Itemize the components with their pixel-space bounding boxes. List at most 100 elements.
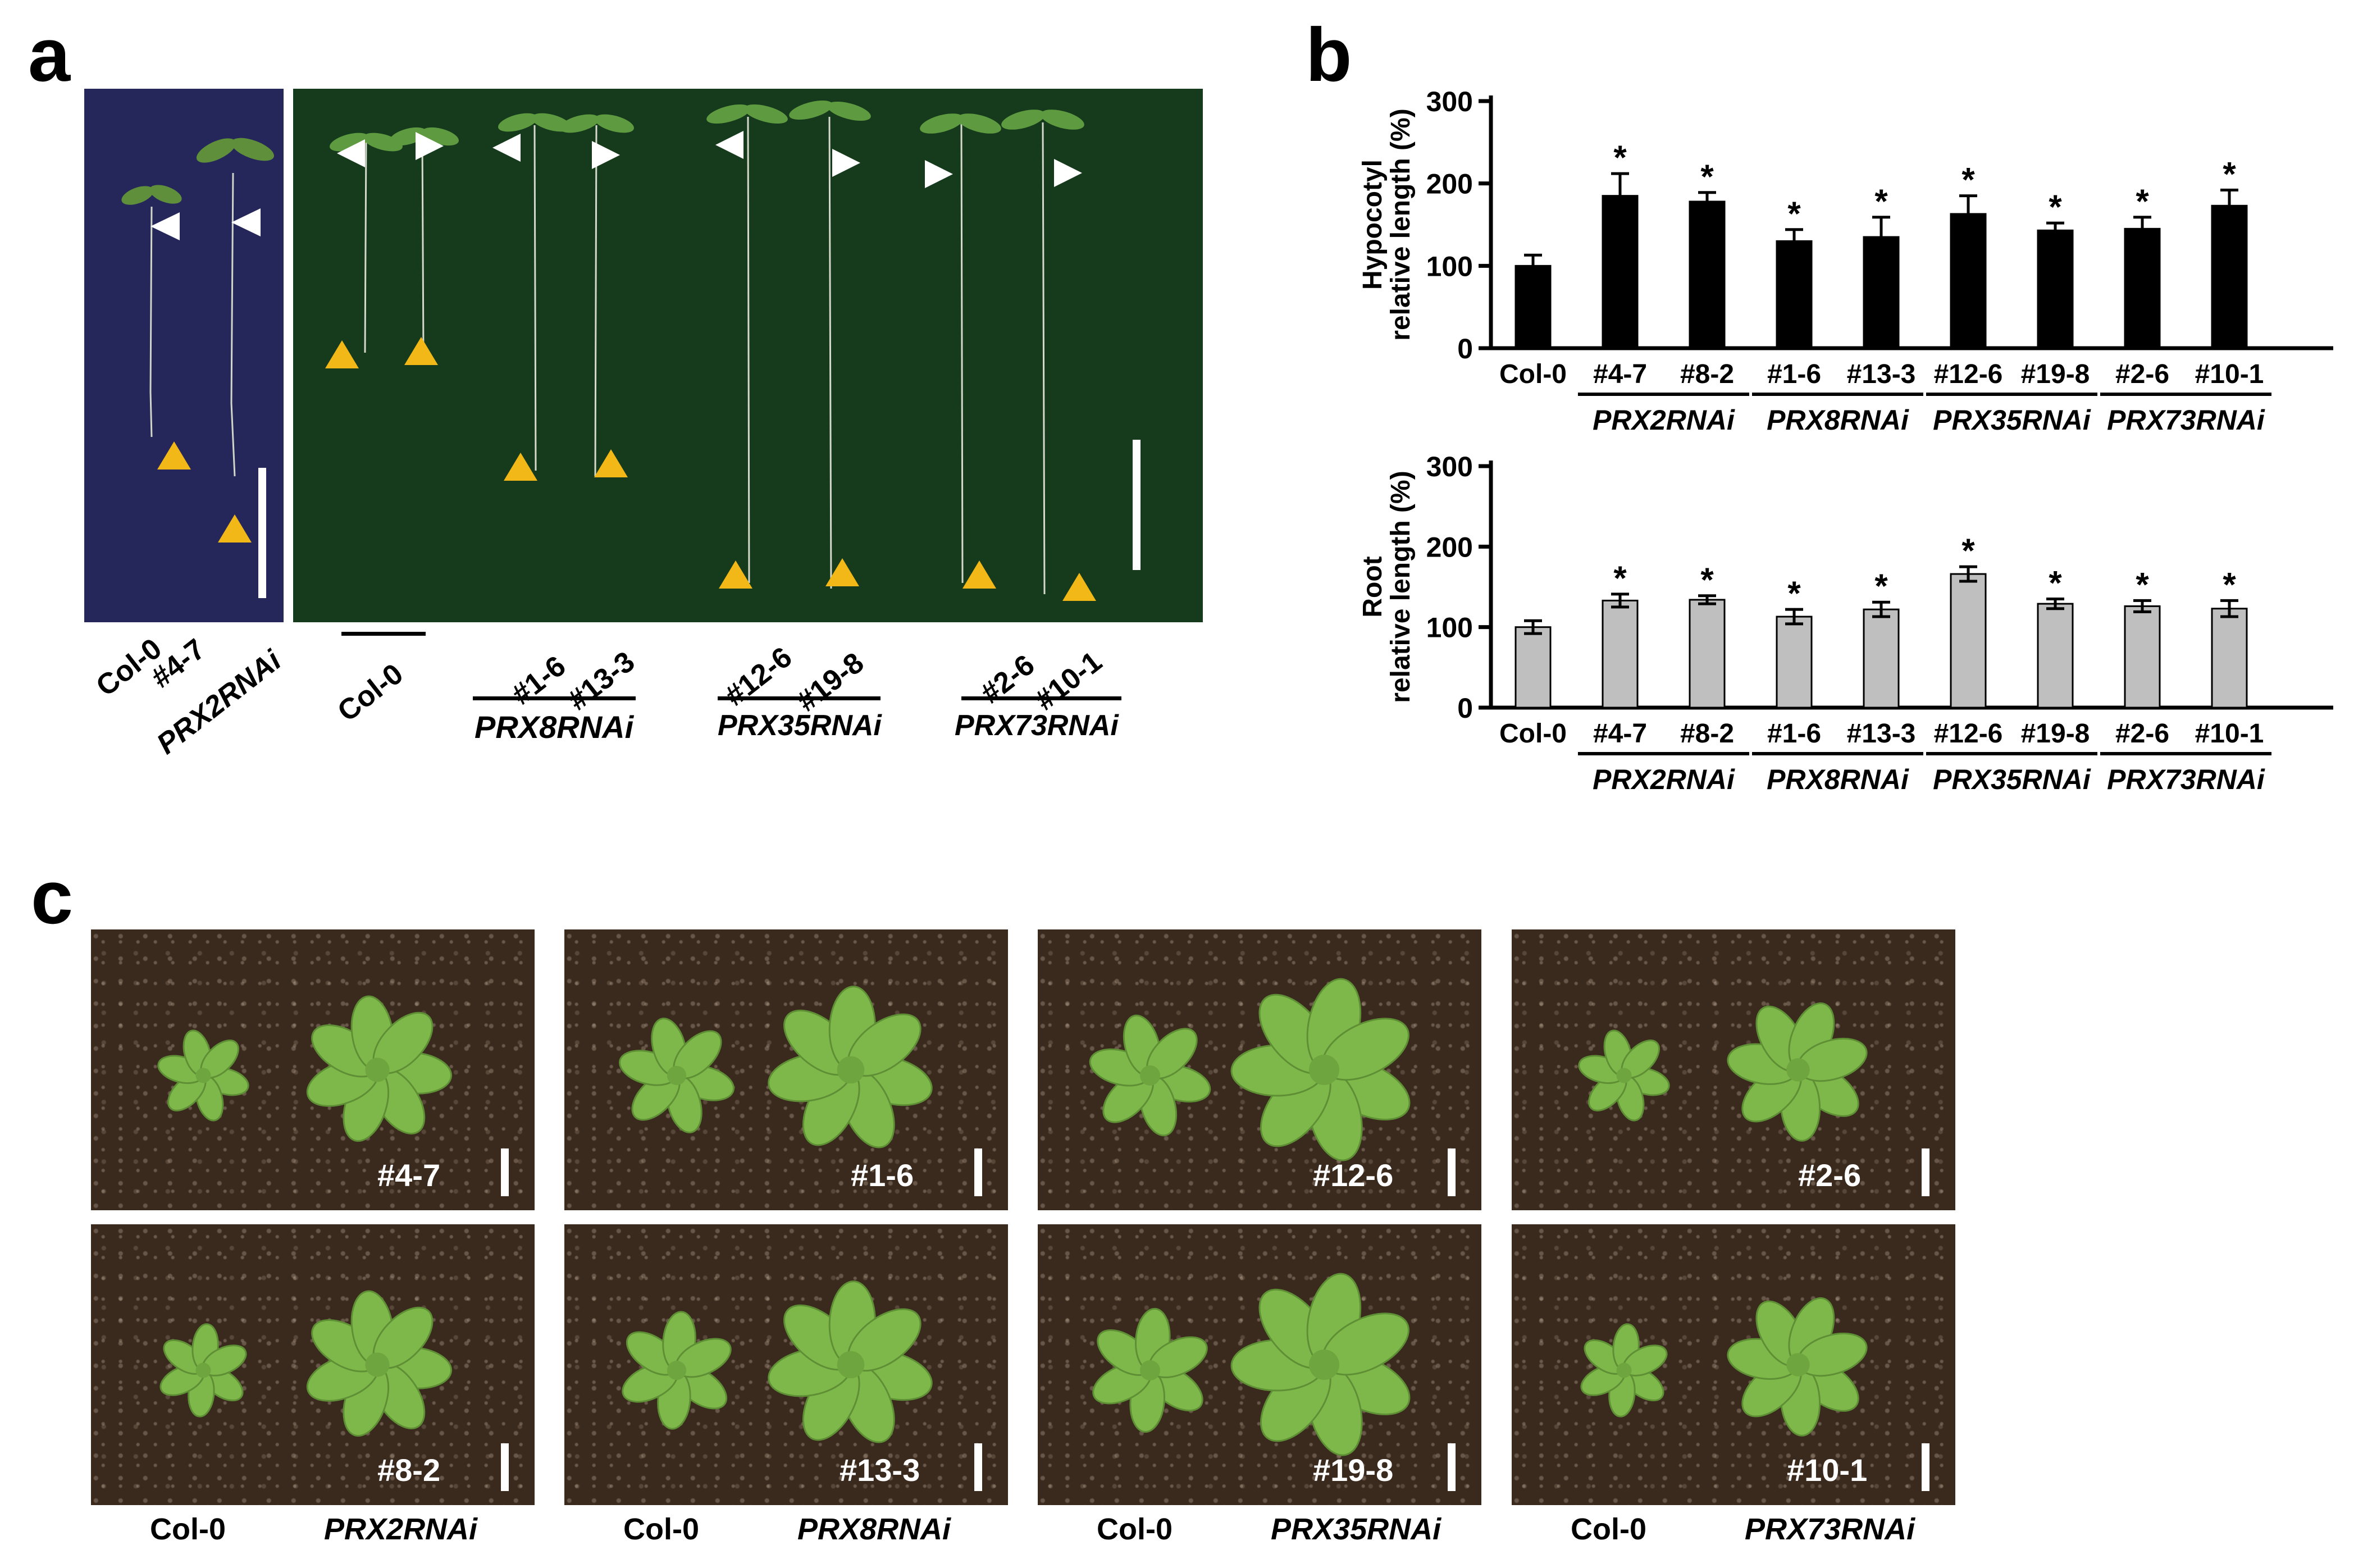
bar [1514, 265, 1552, 349]
category-label: #4-7 [1593, 719, 1647, 749]
significance-marker: * [1613, 559, 1627, 597]
line-label: #19-8 [791, 646, 870, 718]
panel-a-label: a [28, 12, 71, 97]
bar [1602, 195, 1639, 349]
group-label: PRX2RNAi [1593, 764, 1735, 795]
significance-marker: * [2223, 566, 2236, 603]
rosette-drawing [1089, 978, 1411, 1161]
y-tick-label: 0 [1457, 692, 1473, 724]
line-label: #13-3 [840, 1452, 920, 1488]
significance-marker: * [1874, 183, 1888, 220]
y-axis-label: relative length (%) [1386, 471, 1416, 703]
category-label: #2-6 [2115, 359, 2169, 389]
rosette-photo: #1-6 [564, 929, 1008, 1210]
significance-marker: * [1961, 161, 1975, 199]
y-axis-label: Root [1358, 556, 1388, 617]
hypocotyl-marker [1054, 159, 1082, 187]
hypocotyl-marker [492, 134, 521, 162]
hypocotyl-marker [715, 131, 743, 159]
rosette-drawing [622, 1280, 933, 1443]
y-tick-label: 0 [1457, 333, 1473, 364]
line-label: #8-2 [377, 1452, 441, 1488]
y-axis-label: Hypocotyl [1358, 159, 1388, 290]
line-label: #12-6 [1313, 1157, 1394, 1193]
bar [1514, 626, 1552, 709]
rnai-rosette [306, 995, 453, 1142]
rnai-rosette [768, 1280, 933, 1443]
control-caption: Col-0 [1571, 1512, 1646, 1546]
bar [1689, 200, 1726, 349]
rosette-photo: #10-1 [1512, 1224, 1955, 1505]
category-label: #19-8 [2021, 719, 2090, 749]
group-label: PRX8RNAi [1767, 404, 1909, 436]
category-label: #12-6 [1934, 359, 2003, 389]
category-label: #19-8 [2021, 359, 2090, 389]
line-label: #4-7 [377, 1157, 441, 1193]
control-caption: Col-0 [623, 1512, 699, 1546]
scale-bar [1922, 1443, 1929, 1491]
root-marker [825, 558, 859, 586]
scale-bar [1133, 440, 1141, 570]
group-label: PRX35RNAi [1933, 404, 2091, 436]
rnai-rosette [306, 1290, 453, 1437]
bar [1863, 608, 1900, 709]
hypocotyl-marker [337, 139, 365, 167]
bar [1950, 573, 1987, 709]
y-tick-label: 200 [1426, 168, 1473, 200]
scale-bar [501, 1443, 509, 1491]
root-marker [325, 340, 359, 368]
hypocotyl-marker [925, 160, 953, 188]
root-marker [218, 514, 252, 543]
significance-marker: * [1874, 567, 1888, 605]
panel-b-label: b [1306, 12, 1352, 97]
col-0-rosette [159, 1323, 247, 1417]
root-marker [594, 449, 628, 477]
hypocotyl-marker [231, 208, 261, 236]
seedling-photo-left [84, 89, 284, 622]
col-0-rosette [1578, 1029, 1670, 1122]
significance-marker: * [1787, 195, 1801, 233]
rnai-caption: PRX73RNAi [1745, 1512, 1915, 1546]
col-0-rosette [1092, 1307, 1208, 1433]
significance-marker: * [1961, 532, 1975, 569]
line-label: #1-6 [505, 649, 572, 712]
group-underline [341, 632, 426, 636]
rosette-drawing [1092, 1273, 1411, 1456]
rosette-drawing [619, 986, 933, 1148]
group-label: PRX8RNAi [1767, 764, 1909, 795]
y-tick-label: 300 [1426, 451, 1473, 482]
rosette-photo: #19-8 [1038, 1224, 1481, 1505]
rnai-caption: PRX8RNAi [797, 1512, 951, 1546]
col-0-rosette [1580, 1323, 1668, 1417]
significance-marker: * [2223, 155, 2236, 193]
category-label: #12-6 [1934, 719, 2003, 749]
significance-marker: * [2136, 566, 2149, 603]
category-label: #8-2 [1680, 359, 1734, 389]
line-label: #2-6 [974, 648, 1041, 710]
rnai-rosette [768, 986, 933, 1148]
scale-bar [501, 1148, 509, 1196]
group-underline [961, 696, 1121, 700]
group-label: PRX2RNAi [1593, 404, 1735, 436]
scale-bar [258, 468, 266, 598]
hypocotyl-marker [592, 141, 620, 169]
significance-marker: * [1787, 575, 1801, 612]
col-0-rosette [157, 1029, 249, 1122]
rosette-photo: #8-2 [91, 1224, 535, 1505]
category-label: Col-0 [1499, 359, 1567, 389]
category-label: #4-7 [1593, 359, 1647, 389]
rnai-rosette [1727, 1297, 1868, 1437]
rnai-caption: PRX2RNAi [324, 1512, 478, 1546]
line-label: #10-1 [1787, 1452, 1868, 1488]
group-label: PRX73RNAi [2107, 404, 2265, 436]
root-marker [962, 560, 996, 589]
category-label: #10-1 [2195, 719, 2264, 749]
category-label: #13-3 [1847, 719, 1916, 749]
significance-marker: * [1613, 139, 1627, 176]
bar [2211, 204, 2248, 349]
category-label: #13-3 [1847, 359, 1916, 389]
rnai-rosette [1727, 1002, 1868, 1142]
significance-marker: * [2049, 188, 2062, 226]
rnai-caption: PRX35RNAi [1271, 1512, 1441, 1546]
